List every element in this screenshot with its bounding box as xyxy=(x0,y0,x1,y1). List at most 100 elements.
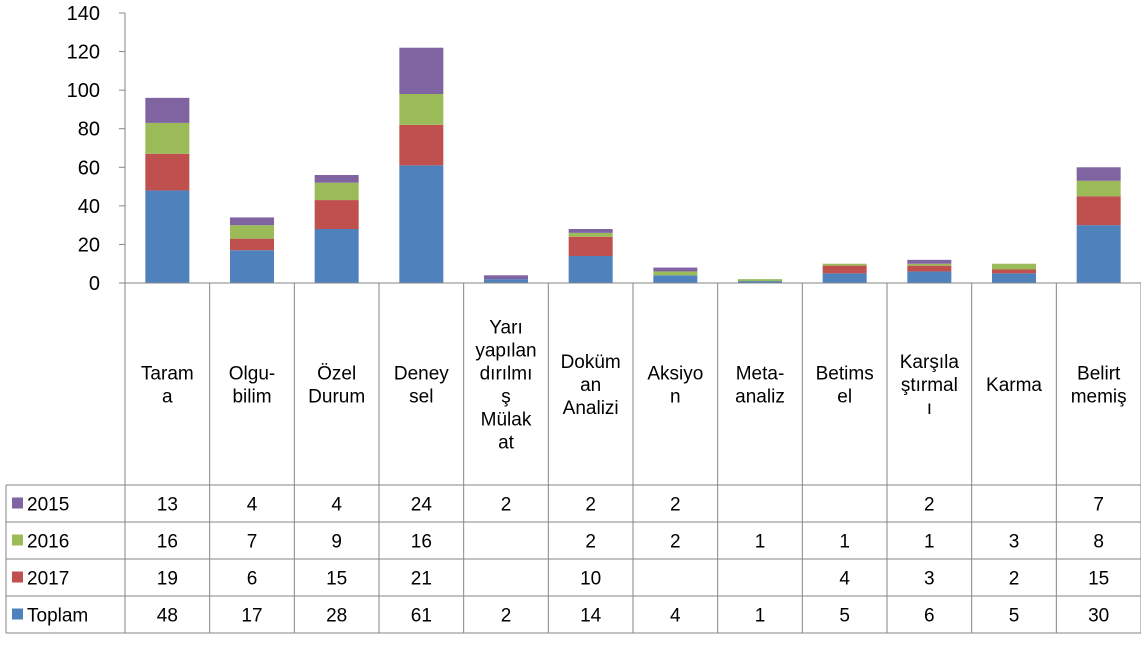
table-cell-value: 5 xyxy=(839,606,850,627)
bar-segment-2017 xyxy=(992,269,1036,274)
table-cell-value: 4 xyxy=(839,569,850,590)
y-tick-label: 20 xyxy=(78,234,100,256)
legend-label-2017: 2017 xyxy=(27,569,69,590)
y-tick-label: 140 xyxy=(67,3,100,25)
legend-label-2016: 2016 xyxy=(27,532,69,553)
bar-segment-2016 xyxy=(822,263,867,266)
table-cell-value: 4 xyxy=(247,495,258,516)
category-label: Mülak xyxy=(481,410,532,431)
category-label: Olgu- xyxy=(229,364,275,385)
table-cell-value: 10 xyxy=(580,569,601,590)
table-cell-value: 2 xyxy=(924,495,935,516)
category-label: Analizi xyxy=(563,398,619,419)
category-label: n xyxy=(670,387,681,408)
table-cell-value: 3 xyxy=(1009,532,1020,553)
table-cell-value: 30 xyxy=(1088,606,1109,627)
bar-segment-2017 xyxy=(907,265,952,272)
table-cell-value: 61 xyxy=(411,606,432,627)
table-cell-value: 15 xyxy=(1088,569,1109,590)
bar-segment-2017 xyxy=(822,265,867,274)
table-cell-value: 24 xyxy=(411,495,433,516)
bar-segment-toplam xyxy=(907,271,952,283)
bar-segment-2016 xyxy=(399,94,444,125)
category-label: Doküm xyxy=(561,352,621,373)
table-cell-value: 2 xyxy=(501,495,512,516)
table-cell-value: 1 xyxy=(755,532,766,553)
table-cell-value: 13 xyxy=(157,495,178,516)
category-label: Taram xyxy=(141,364,194,385)
bar-segment-toplam xyxy=(1076,225,1121,283)
table-cell-value: 1 xyxy=(839,532,850,553)
table-cell-value: 3 xyxy=(924,569,935,590)
y-tick-label: 100 xyxy=(67,80,100,102)
bar-segment-toplam xyxy=(822,273,867,283)
table-cell-value: 1 xyxy=(924,532,935,553)
category-label: el xyxy=(837,387,852,408)
bar-segment-2016 xyxy=(738,279,782,282)
table-cell-value: 15 xyxy=(326,569,347,590)
bar-segment-toplam xyxy=(145,190,190,283)
table-cell-value: 9 xyxy=(331,532,342,553)
table-cell-value: 2 xyxy=(585,532,596,553)
category-label: Deney xyxy=(394,364,449,385)
bar-segment-2015 xyxy=(314,175,359,183)
y-tick-label: 80 xyxy=(78,119,100,141)
bar-segment-2017 xyxy=(568,236,613,256)
category-label: dırılmı xyxy=(480,364,533,385)
category-label: a xyxy=(162,387,173,408)
bar-segment-2015 xyxy=(145,97,190,123)
bar-segment-2016 xyxy=(1076,180,1121,197)
bar-segment-toplam xyxy=(484,279,528,283)
table-cell-value: 8 xyxy=(1093,532,1104,553)
table-cell-value: 4 xyxy=(331,495,342,516)
table-cell-value: 2 xyxy=(1009,569,1020,590)
bar-segment-toplam xyxy=(568,256,613,283)
table-cell-value: 6 xyxy=(247,569,258,590)
bar-segment-2016 xyxy=(568,232,613,237)
table-cell-value: 21 xyxy=(411,569,432,590)
bar-segment-2016 xyxy=(230,225,274,239)
bar-segment-2015 xyxy=(653,267,698,272)
bar-segment-toplam xyxy=(230,250,274,283)
bar-segment-2017 xyxy=(145,153,190,191)
table-cell-value: 16 xyxy=(157,532,178,553)
table-cell-value: 2 xyxy=(585,495,596,516)
legend-swatch-2017 xyxy=(12,571,23,583)
bar-segment-2017 xyxy=(1076,196,1121,226)
category-label: sel xyxy=(409,387,433,408)
bar-segment-toplam xyxy=(399,165,444,283)
bar-segment-toplam xyxy=(653,275,698,283)
bar-segment-toplam xyxy=(314,229,359,283)
table-cell-value: 28 xyxy=(326,606,347,627)
category-label: an xyxy=(580,375,601,396)
table-cell-value: 4 xyxy=(670,606,681,627)
bar-segment-2017 xyxy=(230,238,274,251)
category-label: Meta- xyxy=(736,364,785,385)
category-label: Karşıla xyxy=(900,352,960,373)
table-cell-value: 7 xyxy=(1093,495,1104,516)
legend-label-toplam: Toplam xyxy=(27,606,88,627)
category-label: Yarı xyxy=(489,318,522,339)
bar-segment-2015 xyxy=(399,47,444,94)
bar-segment-2016 xyxy=(907,263,952,266)
bar-segment-2017 xyxy=(399,124,444,166)
table-cell-value: 17 xyxy=(241,606,262,627)
bar-segment-toplam xyxy=(738,281,782,283)
legend-swatch-2015 xyxy=(12,497,23,509)
bar-segment-2015 xyxy=(907,259,952,264)
bar-segment-2015 xyxy=(1076,167,1121,181)
category-label: Aksiyo xyxy=(647,364,703,385)
bar-segment-2016 xyxy=(653,271,698,276)
bar-segment-2016 xyxy=(314,182,359,201)
bar-segment-2015 xyxy=(230,217,274,226)
category-label: Betims xyxy=(816,364,874,385)
table-cell-value: 2 xyxy=(501,606,512,627)
legend-swatch-2016 xyxy=(12,534,23,546)
y-tick-label: 40 xyxy=(78,196,100,218)
table-cell-value: 5 xyxy=(1009,606,1020,627)
table-cell-value: 7 xyxy=(247,532,258,553)
category-label: ı xyxy=(927,398,932,419)
table-cell-value: 19 xyxy=(157,569,178,590)
category-label: memiş xyxy=(1071,387,1127,408)
